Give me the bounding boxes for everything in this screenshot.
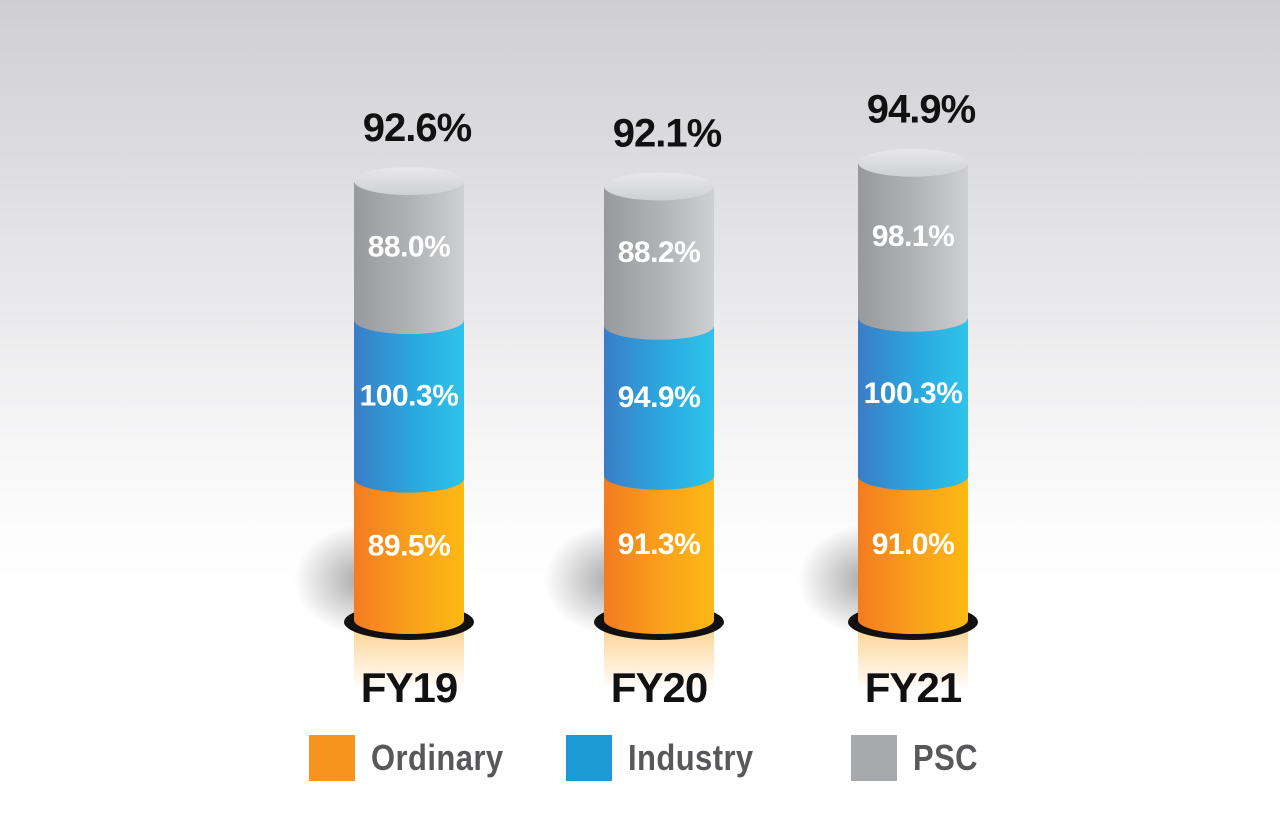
legend-swatch-ordinary — [309, 735, 355, 781]
legend-item-ordinary: Ordinary — [309, 735, 525, 781]
segment-label-industry-fy19: 100.3% — [360, 379, 459, 412]
segment-ordinary-fy20 — [604, 475, 714, 634]
cylinder-chart: 89.5% 100.3% 88.0% 92.6% FY19 91.3% 94.9% 88.2%… — [294, 88, 978, 711]
cylinder-fy20: 91.3% 94.9% 88.2% 92.1% FY20 — [544, 111, 724, 711]
segment-top-psc-fy20 — [604, 172, 714, 201]
segment-label-industry-fy21: 100.3% — [864, 377, 963, 410]
legend-label-psc: PSC — [913, 737, 978, 778]
segment-label-ordinary-fy20: 91.3% — [618, 528, 701, 561]
segment-ordinary-fy19 — [354, 478, 464, 634]
segment-label-industry-fy20: 94.9% — [618, 381, 701, 414]
segment-industry-fy20 — [604, 325, 714, 490]
category-label-fy19: FY19 — [361, 664, 457, 711]
total-label-fy21: 94.9% — [867, 88, 976, 132]
segment-psc-fy19 — [354, 181, 464, 335]
segment-top-psc-fy21 — [858, 148, 968, 177]
segment-label-ordinary-fy21: 91.0% — [872, 528, 955, 561]
segment-industry-fy19 — [354, 320, 464, 493]
segment-label-psc-fy20: 88.2% — [618, 236, 701, 269]
total-label-fy19: 92.6% — [363, 106, 472, 150]
category-label-fy20: FY20 — [611, 664, 707, 711]
total-label-fy20: 92.1% — [613, 111, 722, 155]
segment-label-psc-fy21: 98.1% — [872, 220, 955, 253]
cylinder-fy21: 91.0% 100.3% 98.1% 94.9% FY21 — [798, 88, 978, 711]
legend-label-industry: Industry — [628, 737, 754, 778]
legend-item-psc: PSC — [851, 735, 989, 781]
legend-label-ordinary: Ordinary — [371, 737, 504, 778]
segment-psc-fy20 — [604, 186, 714, 340]
legend-item-industry: Industry — [566, 735, 774, 781]
legend-swatch-psc — [851, 735, 897, 781]
cylinder-fy19: 89.5% 100.3% 88.0% 92.6% FY19 — [294, 106, 474, 711]
segment-label-ordinary-fy19: 89.5% — [368, 529, 451, 562]
legend: Ordinary Industry PSC — [0, 735, 1280, 785]
segment-label-psc-fy19: 88.0% — [368, 231, 451, 264]
legend-swatch-industry — [566, 735, 612, 781]
segment-ordinary-fy21 — [858, 476, 968, 634]
segment-industry-fy21 — [858, 317, 968, 491]
segment-top-psc-fy19 — [354, 167, 464, 196]
category-label-fy21: FY21 — [865, 664, 962, 711]
segment-psc-fy21 — [858, 162, 968, 332]
